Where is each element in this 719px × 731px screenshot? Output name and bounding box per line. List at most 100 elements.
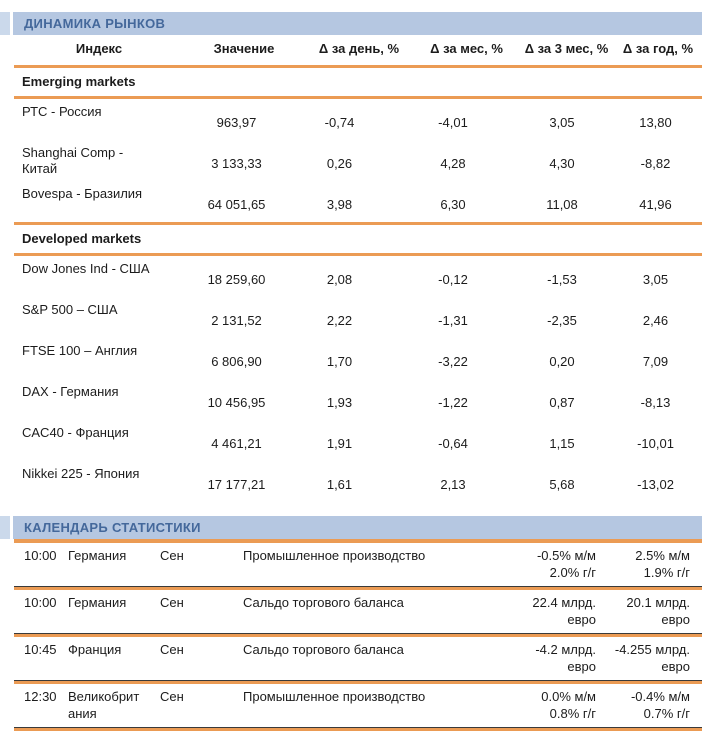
market-delta-year: -13,02 [637, 477, 674, 492]
markets-table: Индекс Значение Δ за день, % Δ за мес, %… [14, 35, 702, 502]
market-delta-month: -4,01 [438, 115, 468, 130]
market-delta-3month: -2,35 [547, 313, 577, 328]
calendar-country: Германия [68, 595, 127, 610]
market-delta-day: -0,74 [324, 115, 355, 130]
market-delta-3month: 4,30 [549, 156, 575, 171]
market-value: 3 133,33 [211, 156, 262, 171]
market-delta-month: 4,28 [440, 156, 466, 171]
market-value: 10 456,95 [207, 395, 266, 410]
market-index-name: FTSE 100 – Англия [22, 343, 138, 358]
calendar-row: 10:45 Франция Сен Сальдо торгового балан… [14, 637, 702, 680]
markets-section: ДИНАМИКА РЫНКОВ Индекс Значение Δ за ден… [0, 12, 719, 502]
calendar-event: Сальдо торгового баланса [243, 595, 404, 610]
calendar-row: 10:00 Германия Сен Промышленное производ… [14, 543, 702, 586]
market-value: 18 259,60 [207, 272, 266, 287]
markets-table-body: Emerging markets РТС - Россия 963,97 -0,… [14, 65, 702, 503]
market-row: Dow Jones Ind - США 18 259,60 2,08 -0,12… [14, 255, 702, 298]
calendar-previous-value: 2.5% м/м 1.9% г/г [635, 548, 690, 580]
column-header-delta-3month: Δ за 3 мес, % [519, 35, 614, 68]
market-index-name: DAX - Германия [22, 384, 119, 399]
calendar-row-separator [14, 727, 702, 731]
market-delta-month: -0,64 [438, 436, 468, 451]
column-header-delta-day: Δ за день, % [304, 35, 414, 68]
market-delta-3month: 3,05 [549, 115, 575, 130]
calendar-country: Германия [68, 548, 127, 563]
calendar-row: 10:00 Германия Сен Сальдо торгового бала… [14, 590, 702, 633]
calendar-country: Великобритания [68, 689, 140, 721]
market-value: 2 131,52 [211, 313, 262, 328]
market-delta-year: -10,01 [637, 436, 674, 451]
market-index-name: S&P 500 – США [22, 302, 118, 317]
market-delta-month: -1,22 [438, 395, 468, 410]
calendar-event: Сальдо торгового баланса [243, 642, 404, 657]
market-delta-year: -8,82 [640, 156, 671, 171]
calendar-section-title: КАЛЕНДАРЬ СТАТИСТИКИ [13, 516, 702, 539]
market-delta-year: 41,96 [639, 197, 672, 212]
market-row: CAC40 - Франция 4 461,21 1,91 -0,64 1,15… [14, 420, 702, 461]
market-group-label: Developed markets [14, 222, 702, 256]
calendar-title-underline [14, 539, 702, 543]
calendar-month: Сен [160, 642, 184, 657]
market-group-row: Emerging markets [14, 65, 702, 99]
market-delta-year: 13,80 [639, 115, 672, 130]
markets-section-title: ДИНАМИКА РЫНКОВ [13, 12, 702, 35]
calendar-forecast-value: -4.2 млрд. евро [535, 642, 596, 674]
market-delta-month: 6,30 [440, 197, 466, 212]
market-row: Bovespa - Бразилия 64 051,65 3,98 6,30 1… [14, 181, 702, 224]
market-index-name: Dow Jones Ind - США [22, 261, 150, 276]
market-index-name: Bovespa - Бразилия [22, 186, 143, 201]
market-delta-year: 2,46 [642, 313, 669, 328]
market-delta-day: 1,93 [326, 395, 353, 410]
market-value: 963,97 [216, 115, 257, 130]
markets-title-row: ДИНАМИКА РЫНКОВ [0, 12, 719, 35]
market-index-name: Shanghai Comp - Китай [22, 145, 124, 176]
calendar-forecast-value: 22.4 млрд. евро [532, 595, 596, 627]
market-index-name: CAC40 - Франция [22, 425, 129, 440]
calendar-section: КАЛЕНДАРЬ СТАТИСТИКИ 10:00 Германия Сен … [0, 516, 719, 731]
column-header-value: Значение [184, 35, 304, 68]
calendar-row-separator [14, 586, 702, 590]
calendar-row: 12:30 Великобритания Сен Промышленное пр… [14, 684, 702, 727]
market-index-name: Nikkei 225 - Япония [22, 466, 140, 481]
market-delta-month: -3,22 [438, 354, 468, 369]
market-delta-day: 3,98 [326, 197, 353, 212]
market-value: 4 461,21 [211, 436, 262, 451]
calendar-title-row: КАЛЕНДАРЬ СТАТИСТИКИ [0, 516, 719, 539]
market-delta-day: 2,22 [326, 313, 353, 328]
market-delta-month: -1,31 [438, 313, 468, 328]
market-row: Nikkei 225 - Япония 17 177,21 1,61 2,13 … [14, 461, 702, 502]
calendar-time: 10:00 [24, 595, 57, 610]
market-value: 64 051,65 [207, 197, 266, 212]
markets-header-row: Индекс Значение Δ за день, % Δ за мес, %… [14, 35, 702, 68]
market-group-label: Emerging markets [14, 65, 702, 99]
column-header-index: Индекс [14, 35, 184, 68]
market-value: 17 177,21 [207, 477, 266, 492]
calendar-table-body: 10:00 Германия Сен Промышленное производ… [0, 543, 719, 731]
calendar-previous-value: -0.4% м/м 0.7% г/г [630, 689, 690, 721]
market-delta-day: 1,91 [326, 436, 353, 451]
calendar-month: Сен [160, 595, 184, 610]
calendar-month: Сен [160, 548, 184, 563]
market-row: DAX - Германия 10 456,95 1,93 -1,22 0,87… [14, 379, 702, 420]
calendar-event: Промышленное производство [243, 689, 426, 704]
title-left-strip [0, 12, 10, 35]
market-delta-day: 2,08 [326, 272, 353, 287]
calendar-country: Франция [68, 642, 122, 657]
column-header-delta-year: Δ за год, % [614, 35, 702, 68]
calendar-previous-value: -4.255 млрд. евро [614, 642, 690, 674]
market-row: S&P 500 – США 2 131,52 2,22 -1,31 -2,35 … [14, 297, 702, 338]
calendar-month: Сен [160, 689, 184, 704]
calendar-forecast-value: -0.5% м/м 2.0% г/г [536, 548, 596, 580]
market-index-name: РТС - Россия [22, 104, 102, 119]
market-row: FTSE 100 – Англия 6 806,90 1,70 -3,22 0,… [14, 338, 702, 379]
market-delta-3month: 1,15 [549, 436, 575, 451]
market-delta-month: -0,12 [438, 272, 468, 287]
market-delta-day: 1,61 [326, 477, 353, 492]
market-delta-3month: 11,08 [546, 197, 578, 212]
market-row: РТС - Россия 963,97 -0,74 -4,01 3,05 13,… [14, 98, 702, 141]
market-delta-3month: 5,68 [549, 477, 575, 492]
market-group-row: Developed markets [14, 222, 702, 256]
market-delta-month: 2,13 [440, 477, 466, 492]
market-delta-year: 7,09 [642, 354, 669, 369]
